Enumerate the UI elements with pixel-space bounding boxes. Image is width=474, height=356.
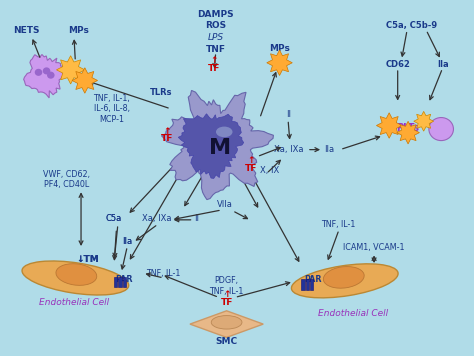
Text: SMC: SMC xyxy=(216,337,237,346)
Text: Xa, IXa: Xa, IXa xyxy=(274,145,304,154)
Polygon shape xyxy=(162,90,273,200)
Text: TNF, IL-1: TNF, IL-1 xyxy=(146,269,181,278)
Text: Endothelial Cell: Endothelial Cell xyxy=(39,298,109,307)
FancyBboxPatch shape xyxy=(301,279,305,290)
Polygon shape xyxy=(414,111,434,131)
FancyBboxPatch shape xyxy=(114,277,118,287)
Text: TNF, IL-1: TNF, IL-1 xyxy=(321,220,356,229)
Ellipse shape xyxy=(22,261,129,295)
Text: IIa: IIa xyxy=(122,237,132,246)
Text: LPS: LPS xyxy=(208,33,224,42)
Text: TNF: TNF xyxy=(206,44,226,54)
Ellipse shape xyxy=(47,72,55,79)
Text: MPs: MPs xyxy=(68,26,89,35)
Polygon shape xyxy=(267,50,292,75)
Text: ↑: ↑ xyxy=(223,290,230,299)
Text: ROS: ROS xyxy=(205,21,226,30)
Text: IIa: IIa xyxy=(437,60,448,69)
Text: PAR: PAR xyxy=(115,274,132,284)
Text: C5a, C5b-9: C5a, C5b-9 xyxy=(386,21,438,30)
Polygon shape xyxy=(72,68,98,93)
Text: TLRs: TLRs xyxy=(150,88,173,98)
Text: M: M xyxy=(210,138,231,158)
Ellipse shape xyxy=(292,264,398,298)
Text: TF: TF xyxy=(220,298,233,307)
Text: NETS: NETS xyxy=(13,26,40,35)
Text: Endothelial Cell: Endothelial Cell xyxy=(318,309,388,318)
Text: VIIa: VIIa xyxy=(217,200,233,209)
Text: DAMPS: DAMPS xyxy=(197,10,234,19)
Ellipse shape xyxy=(35,69,42,76)
Text: MPs: MPs xyxy=(269,44,290,53)
Ellipse shape xyxy=(43,67,50,74)
Ellipse shape xyxy=(56,264,97,286)
Text: C5a: C5a xyxy=(106,214,122,223)
Text: ICAM1, VCAM-1: ICAM1, VCAM-1 xyxy=(343,243,405,252)
Polygon shape xyxy=(56,56,85,84)
Ellipse shape xyxy=(211,315,242,329)
Text: CD62: CD62 xyxy=(385,60,410,69)
Text: VWF, CD62,
PF4, CD40L: VWF, CD62, PF4, CD40L xyxy=(43,170,91,189)
Text: TF: TF xyxy=(245,164,257,173)
Polygon shape xyxy=(397,121,419,144)
Text: ↑: ↑ xyxy=(210,57,218,66)
Ellipse shape xyxy=(323,267,364,288)
FancyBboxPatch shape xyxy=(306,279,309,290)
Text: ↓TM: ↓TM xyxy=(77,255,100,264)
Text: II: II xyxy=(194,214,200,223)
Text: TF: TF xyxy=(161,135,173,143)
Text: ↑: ↑ xyxy=(164,127,171,136)
Ellipse shape xyxy=(429,117,454,141)
Text: TF: TF xyxy=(208,64,220,73)
FancyBboxPatch shape xyxy=(310,279,313,290)
Text: IIa: IIa xyxy=(122,237,132,246)
Text: II: II xyxy=(286,110,292,119)
Text: Xa, IXa: Xa, IXa xyxy=(142,214,172,223)
FancyBboxPatch shape xyxy=(123,277,126,287)
Polygon shape xyxy=(178,114,244,178)
Text: PDGF,
TNF, IL-1: PDGF, TNF, IL-1 xyxy=(210,277,244,296)
Text: PAR: PAR xyxy=(304,274,321,284)
Text: ↓TM: ↓TM xyxy=(77,255,100,264)
Polygon shape xyxy=(376,113,402,138)
Text: IIa: IIa xyxy=(324,145,334,154)
Polygon shape xyxy=(190,311,263,337)
FancyBboxPatch shape xyxy=(118,277,122,287)
Text: ↑: ↑ xyxy=(247,156,255,165)
Text: PLTs: PLTs xyxy=(397,124,419,134)
Text: X, IX: X, IX xyxy=(259,166,279,176)
Polygon shape xyxy=(24,54,65,98)
Ellipse shape xyxy=(216,127,233,137)
Text: C5a: C5a xyxy=(106,214,122,223)
Text: TNF, IL-1,
IL-6, IL-8,
MCP-1: TNF, IL-1, IL-6, IL-8, MCP-1 xyxy=(93,94,130,124)
